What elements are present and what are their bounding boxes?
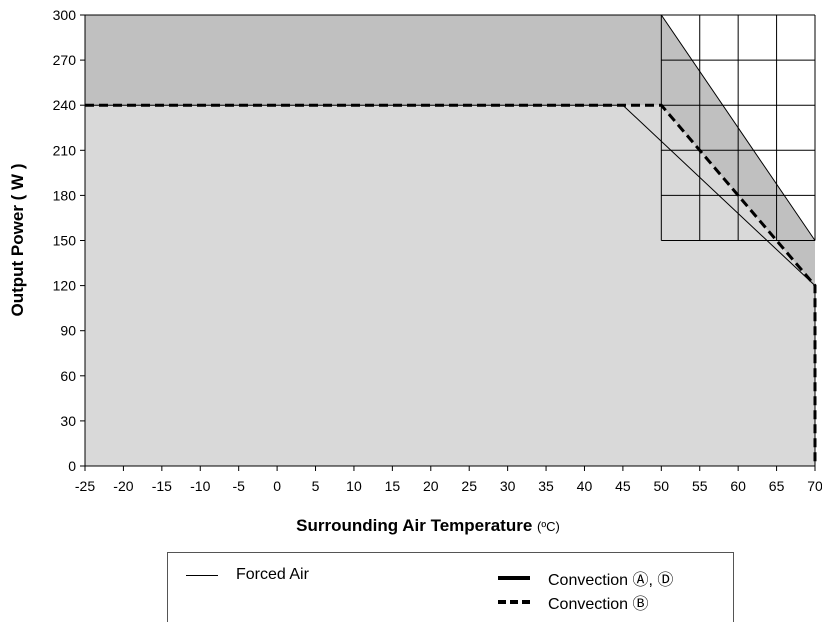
legend: Forced Air Convection Ⓐ, Ⓓ Convection Ⓑ	[167, 552, 734, 622]
legend-swatch-thin-line	[186, 574, 218, 576]
chart-series	[85, 14, 817, 466]
legend-swatch-thick-line	[498, 576, 530, 580]
x-tick-label: 10	[346, 478, 362, 494]
x-tick-label: 65	[769, 478, 785, 494]
legend-label-convection-b: Convection Ⓑ	[548, 596, 649, 613]
legend-label-convection-ad: Convection Ⓐ, Ⓓ	[548, 572, 674, 589]
y-axis-title: Output Power ( W )	[8, 164, 27, 317]
chart-regions	[85, 15, 815, 466]
y-tick-label: 60	[60, 368, 76, 384]
x-tick-label: 55	[692, 478, 708, 494]
y-tick-labels: 0 30 60 90 120 150 180 210 240 270 300	[53, 7, 85, 474]
convection-area	[85, 105, 815, 466]
y-tick-label: 270	[53, 52, 77, 68]
x-tick-label: -25	[75, 478, 95, 494]
y-tick-label: 150	[53, 233, 77, 249]
y-tick-label: 0	[68, 458, 76, 474]
legend-label-forced-air: Forced Air	[236, 566, 309, 583]
x-tick-label: -5	[232, 478, 245, 494]
legend-item-convection-b: Convection Ⓑ	[498, 590, 649, 614]
derating-chart: -25 -20 -15 -10 -5 0 5 10 15 20 25 30 35 40 45 50 55 60 65…	[8, 7, 822, 535]
legend-item-convection-ad: Convection Ⓐ, Ⓓ	[498, 566, 673, 590]
x-tick-label: 35	[538, 478, 554, 494]
x-tick-label: 15	[385, 478, 401, 494]
legend-item-forced-air: Forced Air	[186, 566, 309, 584]
x-tick-label: 60	[730, 478, 746, 494]
y-tick-label: 30	[60, 413, 76, 429]
x-tick-label: 70	[807, 478, 822, 494]
y-tick-label: 210	[53, 142, 77, 158]
y-tick-label: 90	[60, 323, 76, 339]
x-tick-label: -15	[152, 478, 172, 494]
x-tick-label: -10	[190, 478, 210, 494]
x-tick-label: 25	[461, 478, 477, 494]
x-tick-label: 45	[615, 478, 631, 494]
y-tick-label: 300	[53, 7, 77, 23]
y-tick-label: 180	[53, 187, 77, 203]
x-tick-label: 50	[654, 478, 670, 494]
x-tick-label: 5	[312, 478, 320, 494]
y-tick-label: 120	[53, 278, 77, 294]
y-tick-label: 240	[53, 97, 77, 113]
x-tick-label: 40	[577, 478, 593, 494]
x-tick-labels: -25 -20 -15 -10 -5 0 5 10 15 20 25 30 35 40 45 50 55 60 65…	[75, 466, 822, 494]
x-tick-label: 0	[273, 478, 281, 494]
x-axis-title: Surrounding Air Temperature (ºC)	[296, 516, 560, 535]
legend-swatch-dashed-line	[498, 600, 530, 604]
series-line-forced-air	[85, 14, 816, 241]
series-line-convection-b	[85, 103, 817, 466]
x-tick-label: -20	[113, 478, 133, 494]
x-tick-label: 20	[423, 478, 439, 494]
x-tick-label: 30	[500, 478, 516, 494]
